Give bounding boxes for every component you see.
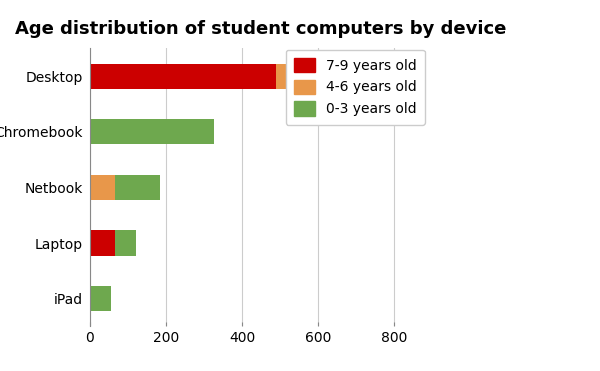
Bar: [90, 286, 111, 311]
Bar: [115, 230, 136, 256]
Bar: [341, 63, 347, 89]
Bar: [90, 119, 214, 144]
Bar: [90, 63, 276, 89]
Bar: [276, 63, 341, 89]
Bar: [90, 175, 115, 200]
Legend: 7-9 years old, 4-6 years old, 0-3 years old: 7-9 years old, 4-6 years old, 0-3 years …: [286, 50, 425, 125]
Title: Age distribution of student computers by device: Age distribution of student computers by…: [16, 20, 506, 38]
Bar: [115, 175, 160, 200]
Bar: [90, 230, 115, 256]
